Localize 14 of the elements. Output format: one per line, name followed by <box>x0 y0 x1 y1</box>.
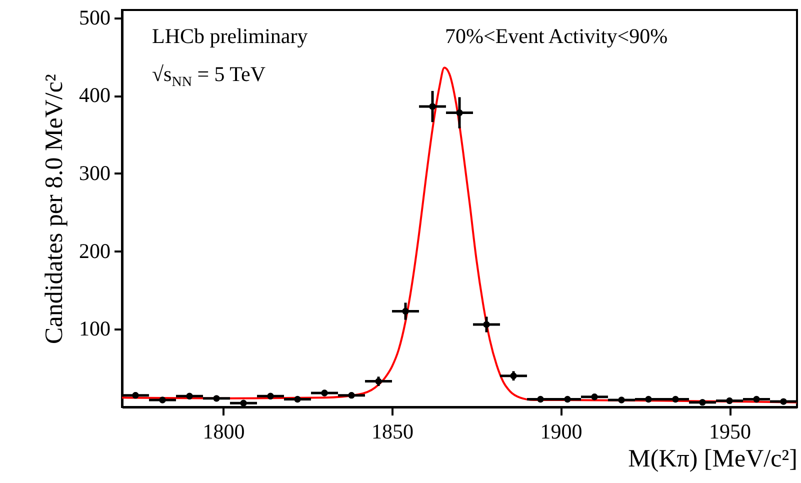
x-tick-label: 1950 <box>709 420 751 444</box>
x-tick-label: 1850 <box>372 420 414 444</box>
annotation: √s$_{NN}$ = 5 TeV <box>152 62 266 92</box>
y-tick-label: 100 <box>79 316 110 341</box>
annotation: 70%<Event Activity<90% <box>445 24 668 49</box>
x-tick-label: 1800 <box>202 420 245 444</box>
x-tick-label: 1900 <box>540 420 582 444</box>
y-tick-label: 200 <box>79 238 110 263</box>
y-tick-label: 500 <box>79 5 110 30</box>
y-tick-label: 300 <box>79 160 110 185</box>
x-axis-title: M(Kπ) [MeV/c²] <box>628 446 798 472</box>
y-tick-label: 400 <box>79 83 110 108</box>
annotation: LHCb preliminary <box>152 24 308 49</box>
y-axis-title: Candidates per 8.0 MeV/c² <box>41 74 68 344</box>
